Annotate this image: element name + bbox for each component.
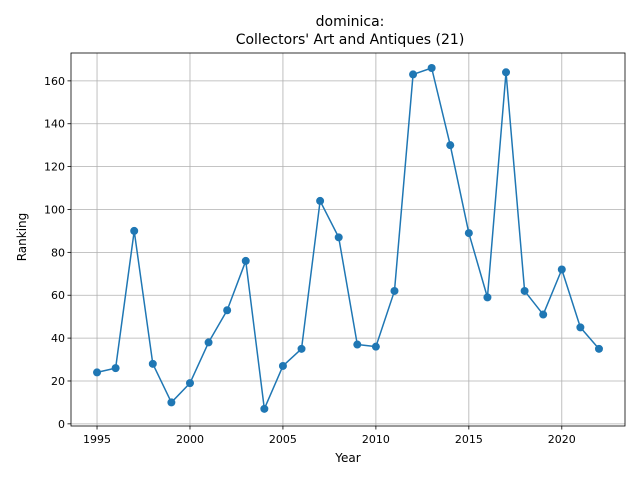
data-point bbox=[390, 286, 399, 295]
y-tick-label: 80 bbox=[51, 246, 65, 259]
data-point bbox=[297, 344, 306, 353]
y-tick-label: 40 bbox=[51, 332, 65, 345]
data-point bbox=[93, 368, 102, 377]
x-tick-label: 2020 bbox=[548, 433, 576, 446]
data-point bbox=[241, 256, 250, 265]
x-axis-label: Year bbox=[334, 451, 360, 465]
x-tick-label: 2015 bbox=[455, 433, 483, 446]
x-tick-label: 2000 bbox=[176, 433, 204, 446]
y-tick-label: 60 bbox=[51, 289, 65, 302]
data-point bbox=[111, 364, 120, 373]
y-axis-label: Ranking bbox=[15, 213, 29, 262]
data-point bbox=[371, 342, 380, 351]
data-point bbox=[576, 323, 585, 332]
data-point bbox=[502, 68, 511, 77]
data-point bbox=[204, 338, 213, 347]
data-point bbox=[446, 141, 455, 150]
data-point bbox=[520, 286, 529, 295]
y-tick-label: 120 bbox=[44, 161, 65, 174]
grid bbox=[71, 53, 625, 426]
data-point bbox=[557, 265, 566, 274]
data-point bbox=[316, 196, 325, 205]
ticks: 1995 2000 2005 2010 2015 2020 0 20 40 60 80 100 120 1… bbox=[44, 75, 576, 446]
chart-title-line1: dominica: bbox=[316, 14, 385, 30]
y-tick-label: 100 bbox=[44, 203, 65, 216]
data-point bbox=[427, 64, 436, 73]
series-line bbox=[96, 67, 600, 410]
data-point bbox=[278, 361, 287, 370]
series-layer bbox=[93, 64, 603, 413]
chart-title-line2: Collectors' Art and Antiques (21) bbox=[236, 32, 465, 48]
x-tick-label: 2005 bbox=[269, 433, 297, 446]
data-point bbox=[334, 233, 343, 242]
y-tick-label: 20 bbox=[51, 375, 65, 388]
data-point bbox=[167, 398, 176, 407]
y-tick-label: 0 bbox=[58, 418, 65, 431]
data-point bbox=[483, 293, 492, 302]
data-point bbox=[539, 310, 548, 319]
y-tick-label: 160 bbox=[44, 75, 65, 88]
data-point bbox=[409, 70, 418, 79]
data-point bbox=[130, 226, 139, 235]
data-point bbox=[260, 404, 269, 413]
data-point bbox=[185, 379, 194, 388]
axes-frame bbox=[70, 52, 626, 427]
data-point bbox=[594, 344, 603, 353]
x-tick-label: 2010 bbox=[362, 433, 390, 446]
data-point bbox=[223, 306, 232, 315]
axes bbox=[70, 52, 626, 427]
data-point bbox=[148, 359, 157, 368]
data-point bbox=[464, 229, 473, 238]
x-tick-label: 1995 bbox=[83, 433, 111, 446]
data-point bbox=[353, 340, 362, 349]
y-tick-label: 140 bbox=[44, 118, 65, 131]
